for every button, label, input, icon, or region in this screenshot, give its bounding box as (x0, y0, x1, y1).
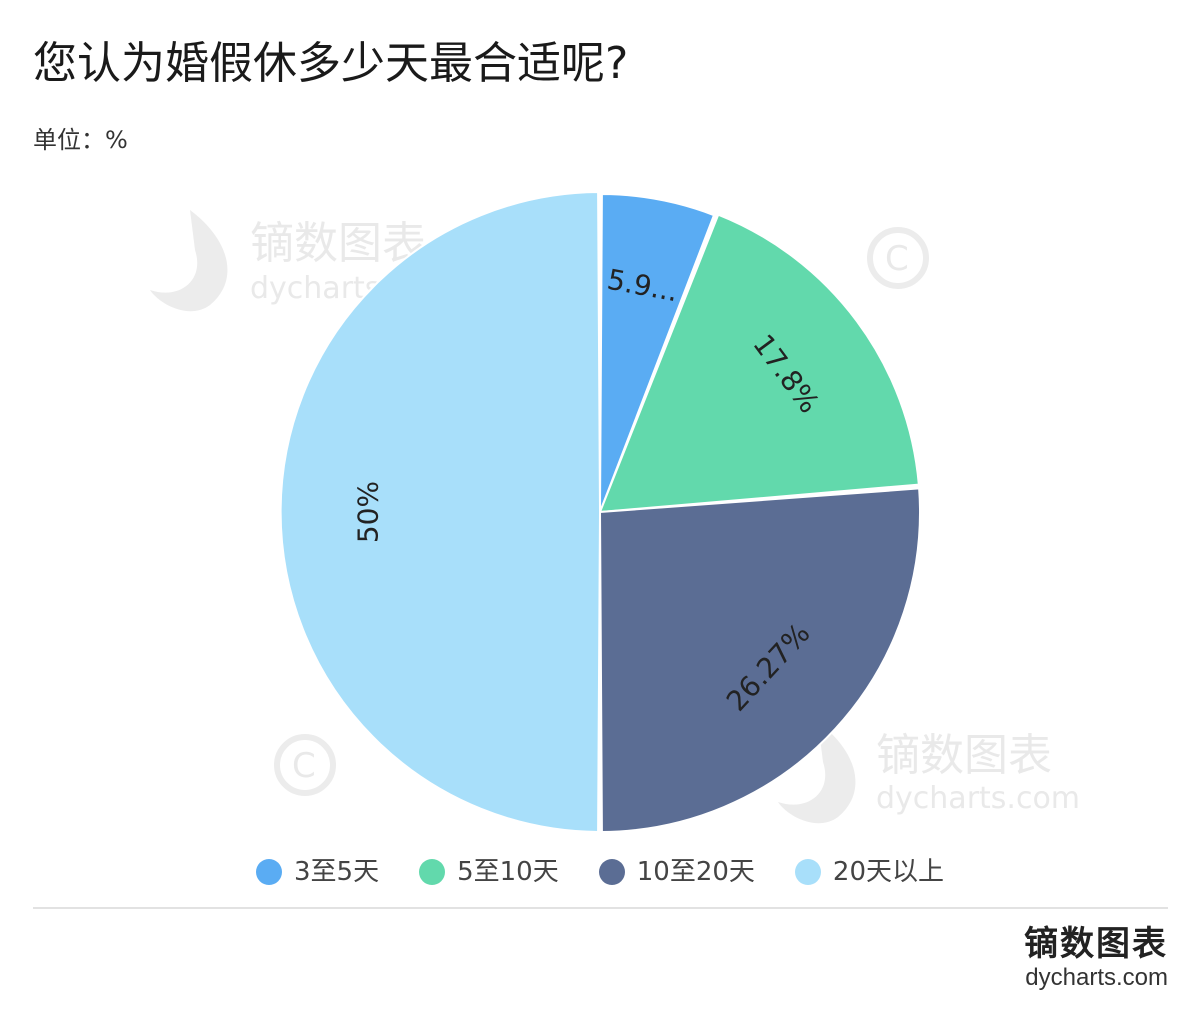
legend-dot-icon (256, 859, 282, 885)
footer-divider (33, 907, 1168, 909)
pie-slices (279, 191, 921, 833)
footer-brand-name: 镝数图表 (1024, 924, 1168, 964)
legend-item-2[interactable]: 5至10天 (419, 854, 559, 890)
svg-text:C: C (292, 746, 316, 786)
legend-item-3[interactable]: 10至20天 (598, 854, 755, 890)
legend-dot-icon (794, 859, 821, 885)
pie-slice-1[interactable] (599, 193, 715, 513)
copyright-icon: C (274, 734, 336, 796)
legend-item-4[interactable]: 20天以上 (794, 854, 944, 890)
legend-dot-icon (598, 859, 625, 885)
legend-label: 5至10天 (457, 857, 559, 887)
watermark-text-cn: 镝数图表 (250, 218, 426, 269)
legend: 3至5天 5至10天 10至20天 20天以上 (0, 854, 1200, 890)
footer-brand: 镝数图表 dycharts.com (1024, 924, 1168, 992)
pie-slice-3[interactable] (599, 487, 921, 833)
pie-slice-2[interactable] (599, 213, 920, 513)
footer-brand-url: dycharts.com (1025, 964, 1168, 991)
unit-label: 单位：% (33, 126, 128, 154)
pie-slice-4[interactable] (279, 191, 601, 833)
chart-title: 您认为婚假休多少天最合适呢? (33, 38, 629, 89)
legend-dot-icon (419, 859, 446, 885)
legend-item-1[interactable]: 3至5天 (256, 854, 379, 890)
copyright-icon: C (867, 227, 929, 289)
svg-text:C: C (885, 239, 909, 279)
watermark-logo-icon (150, 210, 228, 312)
legend-label: 10至20天 (636, 857, 755, 887)
pie-data-label-4: 50% (352, 481, 385, 543)
watermark-text-url: dycharts.com (876, 781, 1080, 816)
legend-label: 3至5天 (294, 857, 380, 887)
legend-label: 20天以上 (832, 857, 944, 887)
watermark-logo-icon (778, 722, 856, 824)
watermark-text-cn: 镝数图表 (876, 730, 1052, 781)
